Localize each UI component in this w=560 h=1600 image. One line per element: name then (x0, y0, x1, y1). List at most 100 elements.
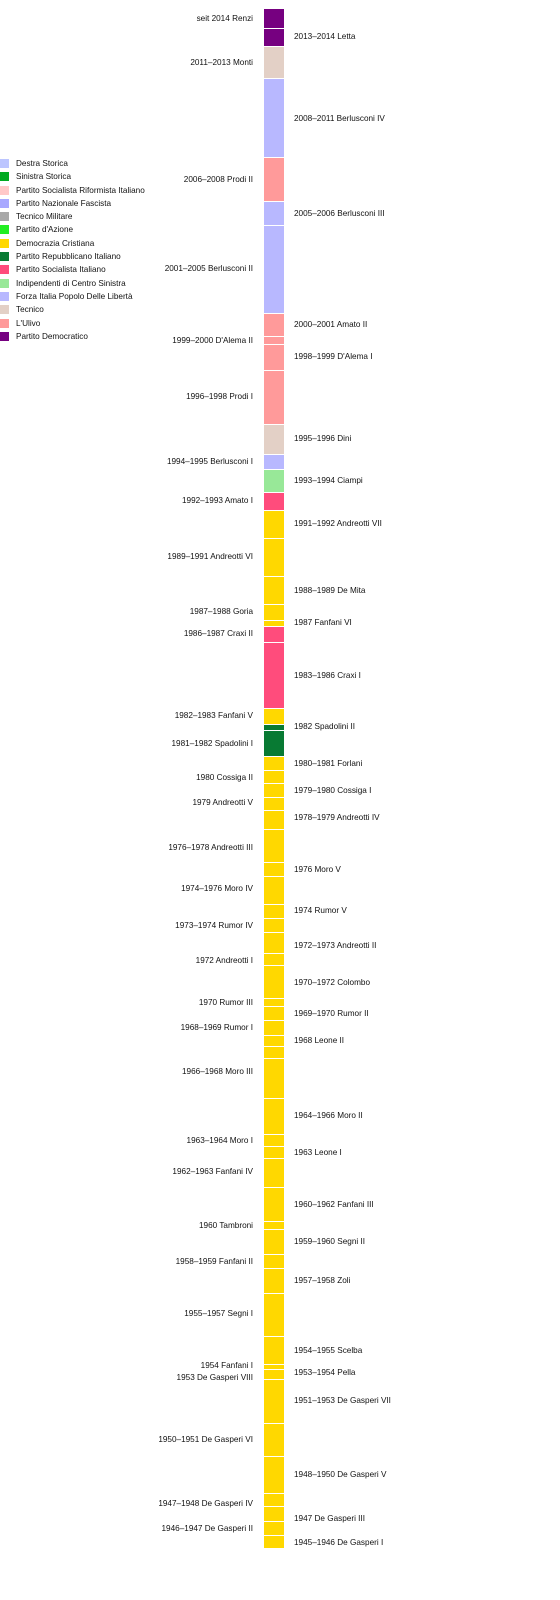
government-bar (264, 1254, 284, 1268)
government-bar (264, 1521, 284, 1535)
government-label: 1948–1950 De Gasperi V (294, 1470, 387, 1479)
government-bar (264, 336, 284, 344)
legend-label: Partito Repubblicano Italiano (16, 252, 121, 262)
government-label: 1999–2000 D'Alema II (172, 336, 253, 345)
government-bar (264, 469, 284, 492)
legend-label: Tecnico Militare (16, 212, 73, 222)
government-label: 2005–2006 Berlusconi III (294, 209, 385, 218)
government-label: seit 2014 Renzi (196, 14, 253, 23)
government-label: 1989–1991 Andreotti VI (167, 552, 253, 561)
government-label: 1991–1992 Andreotti VII (294, 519, 382, 528)
government-bar (264, 1006, 284, 1020)
government-label: 1987–1988 Goria (189, 607, 253, 616)
government-label: 2013–2014 Letta (294, 32, 356, 41)
government-label: 1964–1966 Moro II (294, 1111, 363, 1120)
legend-label: Democrazia Cristiana (16, 238, 95, 248)
government-bar (264, 1364, 284, 1369)
government-label: 1993–1994 Ciampi (294, 476, 363, 485)
government-label: 1970–1972 Colombo (294, 978, 371, 987)
government-label: 1946–1947 De Gasperi II (161, 1524, 254, 1533)
government-bar (264, 1020, 284, 1035)
government-bar (264, 46, 284, 78)
government-label: 1998–1999 D'Alema I (294, 352, 373, 361)
government-label: 1960 Tambroni (198, 1221, 253, 1230)
legend-swatch (0, 172, 9, 182)
government-label: 1982 Spadolini II (294, 722, 355, 731)
government-bar (264, 1506, 284, 1521)
government-label: 1980 Cossiga II (196, 773, 253, 782)
legend-label: Partito d'Azione (16, 225, 74, 235)
government-bar (264, 1423, 284, 1456)
government-label: 1968–1969 Rumor I (180, 1023, 253, 1032)
legend-swatch (0, 291, 9, 301)
government-bar (264, 201, 284, 225)
government-label: 1978–1979 Andreotti IV (294, 813, 380, 822)
government-label: 1963–1964 Moro I (186, 1136, 253, 1145)
government-label: 1995–1996 Dini (294, 434, 352, 443)
legend-label: Partito Democratico (16, 331, 88, 341)
government-bar (264, 1146, 284, 1158)
legend-label: Partito Nazionale Fascista (16, 198, 112, 208)
government-label: 1959–1960 Segni II (294, 1237, 366, 1246)
government-label: 1979–1980 Cossiga I (294, 786, 372, 795)
government-bar (264, 1046, 284, 1058)
government-bar (264, 829, 284, 862)
government-bar (264, 876, 284, 904)
legend-swatch (0, 318, 9, 328)
government-bar (264, 1035, 284, 1046)
government-bar (264, 157, 284, 201)
government-label: 1981–1982 Spadolini I (171, 739, 254, 748)
government-bar (264, 344, 284, 370)
government-label: 1957–1958 Zoli (294, 1276, 351, 1285)
government-bar (264, 1293, 284, 1336)
legend-label: Forza Italia Popolo Delle Libertà (16, 291, 133, 301)
legend-label: Tecnico (16, 305, 44, 315)
government-label: 2001–2005 Berlusconi II (164, 264, 253, 273)
legend-swatch (0, 331, 9, 341)
government-bar (264, 965, 284, 998)
government-bar (264, 797, 284, 810)
government-label: 1982–1983 Fanfani V (174, 711, 253, 720)
government-label: 1968 Leone II (294, 1036, 345, 1045)
government-label: 1986–1987 Craxi II (183, 629, 253, 638)
government-bar (264, 1058, 284, 1098)
government-bar (264, 1221, 284, 1229)
government-label: 1962–1963 Fanfani IV (172, 1167, 253, 1176)
government-label: 2011–2013 Monti (190, 58, 253, 67)
legend-label: L'Ulivo (16, 318, 41, 328)
government-bar (264, 708, 284, 724)
government-bar (264, 932, 284, 953)
legend-label: Partito Socialista Riformista Italiano (16, 185, 145, 195)
government-label: 1988–1989 De Mita (294, 586, 366, 595)
government-label: 1976 Moro V (294, 865, 341, 874)
legend-swatch (0, 185, 9, 195)
government-label: 1974–1976 Moro IV (181, 884, 253, 893)
government-label: 1992–1993 Amato I (181, 496, 253, 505)
legend-swatch (0, 159, 9, 168)
legend-swatch (0, 278, 9, 288)
government-bar (264, 620, 284, 626)
government-bar (264, 1493, 284, 1506)
government-bar (264, 1098, 284, 1134)
government-bar (264, 604, 284, 620)
government-bar (264, 1187, 284, 1221)
government-bar (264, 862, 284, 876)
government-bar (264, 510, 284, 538)
government-label: 1972–1973 Andreotti II (294, 941, 377, 950)
government-label: 1976–1978 Andreotti III (168, 843, 253, 852)
government-bar (264, 642, 284, 708)
government-bar (264, 225, 284, 313)
government-bar (264, 730, 284, 756)
government-bar (264, 28, 284, 46)
government-label: 2000–2001 Amato II (294, 320, 368, 329)
government-label: 1960–1962 Fanfani III (294, 1200, 374, 1209)
government-bar (264, 998, 284, 1006)
government-label: 1980–1981 Forlani (294, 759, 363, 768)
government-bar (264, 492, 284, 510)
government-bar (264, 1336, 284, 1364)
government-bar (264, 78, 284, 157)
government-label: 1947 De Gasperi III (294, 1514, 365, 1523)
legend-label: Sinistra Storica (16, 172, 72, 182)
government-label: 1996–1998 Prodi I (186, 392, 253, 401)
government-bar (264, 1158, 284, 1187)
